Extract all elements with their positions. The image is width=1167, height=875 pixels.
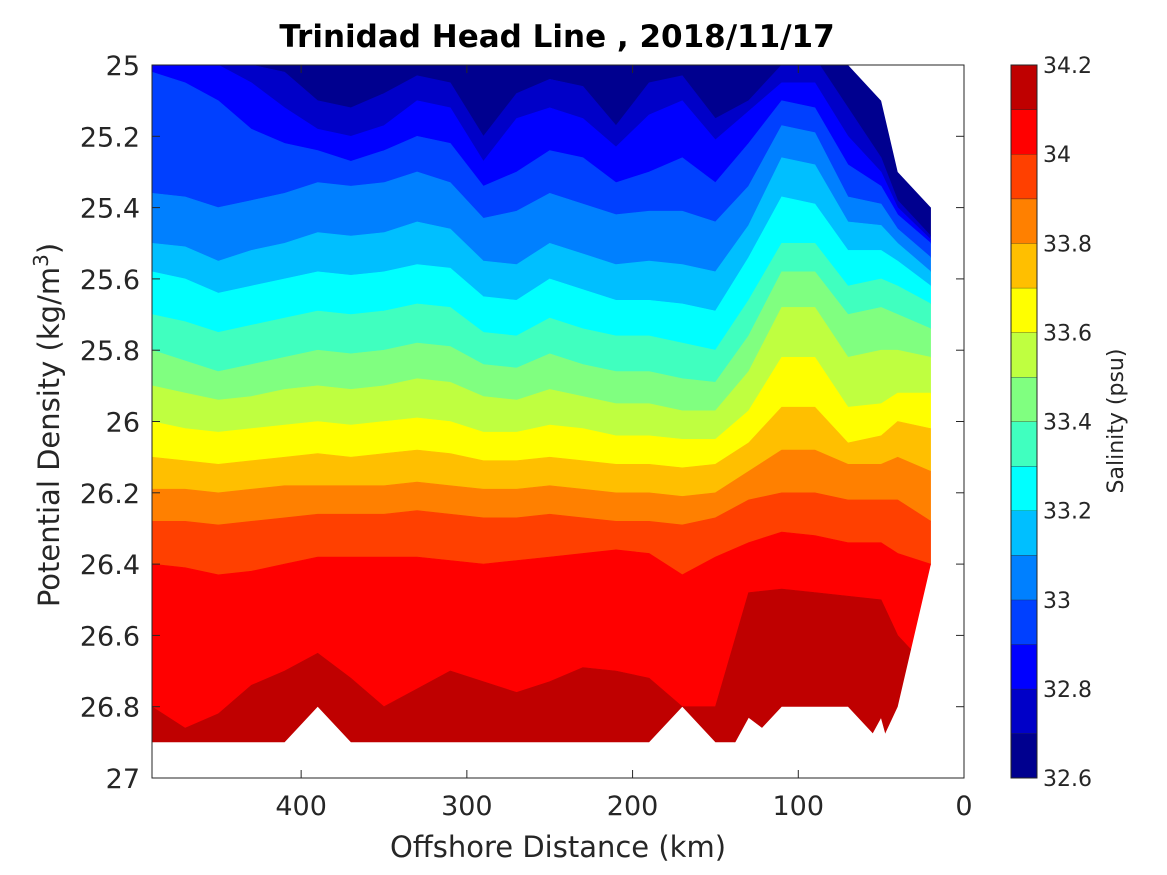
colorbar-swatch (1011, 65, 1037, 110)
colorbar-frame (1010, 64, 1038, 779)
y-tick-label: 26.4 (80, 550, 140, 581)
y-tick-label: 26.2 (80, 479, 140, 510)
y-tick-label: 26.8 (80, 693, 140, 724)
colorbar-swatch (1011, 733, 1037, 778)
colorbar-swatch (1011, 332, 1037, 377)
y-tick-label: 26 (106, 408, 140, 439)
colorbar-swatch (1011, 510, 1037, 556)
colorbar-label: Salinity (psu) (1104, 349, 1129, 494)
y-axis-label-main: Potential Density (kg/m (32, 267, 66, 607)
colorbar-swatch (1011, 109, 1037, 155)
colorbar-swatch (1011, 287, 1037, 333)
contour-fill-layer (152, 65, 931, 743)
colorbar-tick-label: 33.8 (1043, 232, 1092, 257)
y-tick-label: 27 (106, 764, 140, 795)
y-axis-label-tail: ) (32, 243, 66, 254)
x-axis-label: Offshore Distance (km) (390, 830, 726, 864)
y-axis-label-superscript: 3 (29, 254, 53, 267)
colorbar: 32.6 32.8 33 33.2 33.4 33.6 33.8 34 34.2 (1010, 54, 1092, 792)
x-tick-label: 300 (441, 791, 493, 822)
colorbar-swatch (1011, 466, 1037, 511)
salinity-band-34.1-34.2 (152, 588, 931, 743)
x-tick-label: 200 (607, 791, 659, 822)
x-tick-label: 0 (955, 791, 972, 822)
colorbar-swatch (1011, 154, 1037, 199)
colorbar-tick-label: 32.8 (1043, 678, 1092, 703)
colorbar-tick-label: 33 (1043, 589, 1071, 614)
colorbar-tick-label: 34.2 (1043, 54, 1092, 79)
colorbar-swatch (1011, 555, 1037, 600)
colorbar-swatch (1011, 376, 1037, 422)
x-tick-label: 100 (773, 791, 825, 822)
y-axis-label: Potential Density (kg/m3) (29, 243, 66, 607)
colorbar-swatch (1011, 198, 1037, 244)
y-tick-label: 25.8 (80, 336, 140, 367)
colorbar-tick-label: 34 (1043, 143, 1071, 168)
colorbar-tick-label: 33.6 (1043, 321, 1092, 346)
axis-ticks: 400 300 200 100 0 25 25.2 25.4 25.6 25.8 26 26.2 26.… (80, 51, 973, 822)
colorbar-tick-label: 32.6 (1043, 767, 1092, 792)
colorbar-swatch (1011, 644, 1037, 689)
colorbar-swatch (1011, 599, 1037, 645)
y-tick-label: 25.2 (80, 122, 140, 153)
colorbar-tick-label: 33.2 (1043, 500, 1092, 525)
x-tick-label: 400 (275, 791, 327, 822)
colorbar-tick-label: 33.4 (1043, 411, 1092, 436)
colorbar-swatch (1011, 421, 1037, 467)
chart-title: Trinidad Head Line , 2018/11/17 (279, 19, 834, 55)
y-tick-label: 25.4 (80, 194, 140, 225)
y-tick-label: 26.6 (80, 621, 140, 652)
y-tick-label: 25.6 (80, 265, 140, 296)
colorbar-swatch (1011, 243, 1037, 288)
colorbar-swatch (1011, 688, 1037, 734)
y-tick-label: 25 (106, 51, 140, 82)
